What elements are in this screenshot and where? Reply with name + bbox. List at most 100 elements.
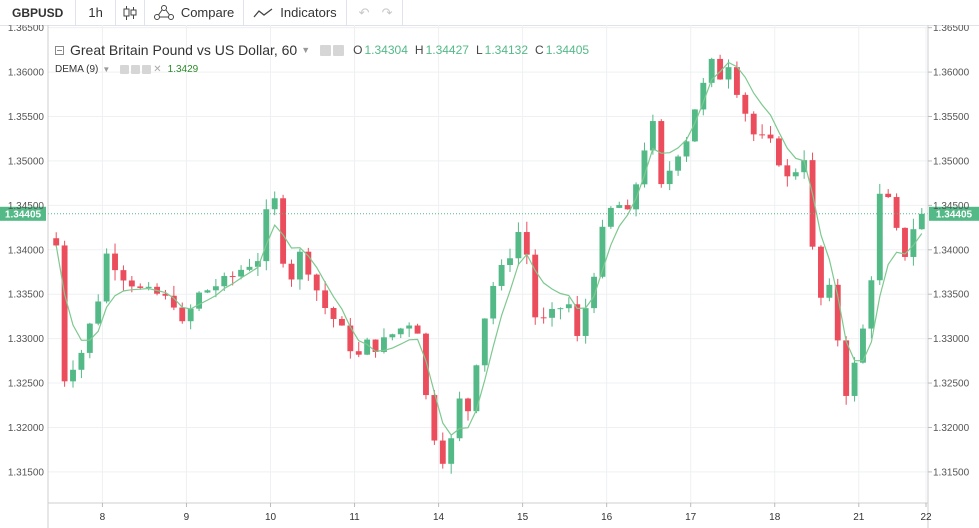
y-tick-label-left: 1.33000 [8,334,45,345]
candle-body [196,292,203,309]
candle-body [187,308,194,322]
candle-body [717,58,724,80]
candle-body [750,113,757,135]
y-tick-label-right: 1.35500 [933,112,970,123]
close-label: C [535,43,544,57]
candle-body [733,67,740,95]
chart-style-button[interactable] [116,0,144,25]
candle-body [666,170,673,185]
candle-body [918,213,925,230]
candle-body [288,263,295,280]
candle-body [347,325,354,352]
candle-body [481,318,488,366]
open-label: O [353,43,363,57]
candle-body [95,301,102,324]
candle-body [515,232,522,259]
indicator-menu-icon[interactable]: ▼ [102,65,111,74]
candle-body [322,290,329,309]
undo-icon[interactable]: ↶ [358,4,370,20]
candle-body [691,109,698,142]
candle-body [179,307,186,322]
y-tick-label-left: 1.34000 [8,245,45,256]
candle-body [78,352,85,370]
candle-body [296,251,303,280]
indicator-close-icon[interactable]: ✕ [153,64,162,75]
candle-body [834,284,841,341]
close-value: 1.34405 [545,43,590,57]
candle-body [507,258,513,266]
candle-body [246,266,253,270]
dema-line [55,61,923,436]
x-tick-label: 15 [517,512,529,523]
last-price-label-left: 1.34405 [5,209,42,220]
candle-body [490,285,497,319]
candle-body [221,276,228,287]
last-price-line: 1.34405 1.34405 [0,206,979,221]
indicators-icon [253,7,273,17]
candle-body [876,193,883,281]
candle-body [254,261,261,267]
high-label: H [414,43,424,57]
candle-body [86,323,93,353]
x-tick-label: 21 [853,512,865,523]
candle-body [330,308,337,319]
candle-body [431,395,438,441]
toolbar-divider [114,0,116,25]
indicator-title: DEMA (9) [55,64,99,75]
toolbar-divider [143,0,145,25]
series-title: Great Britain Pound vs US Dollar, 60 [70,42,298,58]
candle-body [658,121,665,185]
interval-button[interactable]: 1h [76,0,114,25]
indicator-settings-icon[interactable] [131,65,141,74]
candle-body [565,304,572,309]
candle-body [843,340,850,396]
interval-label: 1h [88,5,103,20]
candle-body [641,150,648,185]
redo-icon[interactable]: ↷ [381,4,393,20]
candle-body [902,227,908,257]
candle-body [775,138,782,166]
candle-body [893,197,900,228]
candle-body [280,198,287,264]
last-price-badge-left [0,206,46,221]
candle-body [372,339,379,352]
toolbar-divider [75,0,77,25]
candle-body [406,325,413,329]
candle-body [885,193,892,198]
candle-body [574,304,581,336]
candle-body [708,58,715,83]
candle-body [616,205,623,208]
candle-body [397,328,404,335]
candle-body [591,276,597,309]
candle-body [540,317,547,319]
candle-body [910,229,917,257]
candle-body [271,198,278,210]
candle-body [128,280,135,287]
candle-body [53,238,60,246]
candlestick-series [53,54,925,474]
low-value: 1.34132 [484,43,529,57]
candle-body [649,121,656,151]
indicator-value: 1.3429 [167,64,199,75]
indicator-format-icon[interactable] [142,65,152,74]
series-menu-icon[interactable]: ▼ [301,45,311,55]
toolbar-divider [345,0,347,25]
collapse-legend-icon[interactable] [55,45,64,55]
y-tick-label-left: 1.33500 [8,290,45,301]
candle-body [498,265,505,286]
candle-body [868,280,875,329]
indicator-hide-icon[interactable] [120,65,130,74]
candle-body [582,308,589,336]
chart-axes: 1.36500 1.36500 1.36000 1.36000 1.35500 1.355… [8,25,970,528]
chart-legend: Great Britain Pound vs US Dollar, 60 ▼ O… [55,42,589,58]
open-value: 1.34304 [364,43,408,57]
high-value: 1.34427 [425,43,469,57]
candle-body [725,67,732,80]
compare-button[interactable]: Compare [145,0,243,25]
indicators-button[interactable]: Indicators [244,0,345,25]
series-settings-icon[interactable] [320,44,332,56]
series-format-icon[interactable] [333,44,345,56]
symbol-button[interactable]: GBPUSD [0,0,75,25]
candle-body [624,205,631,210]
